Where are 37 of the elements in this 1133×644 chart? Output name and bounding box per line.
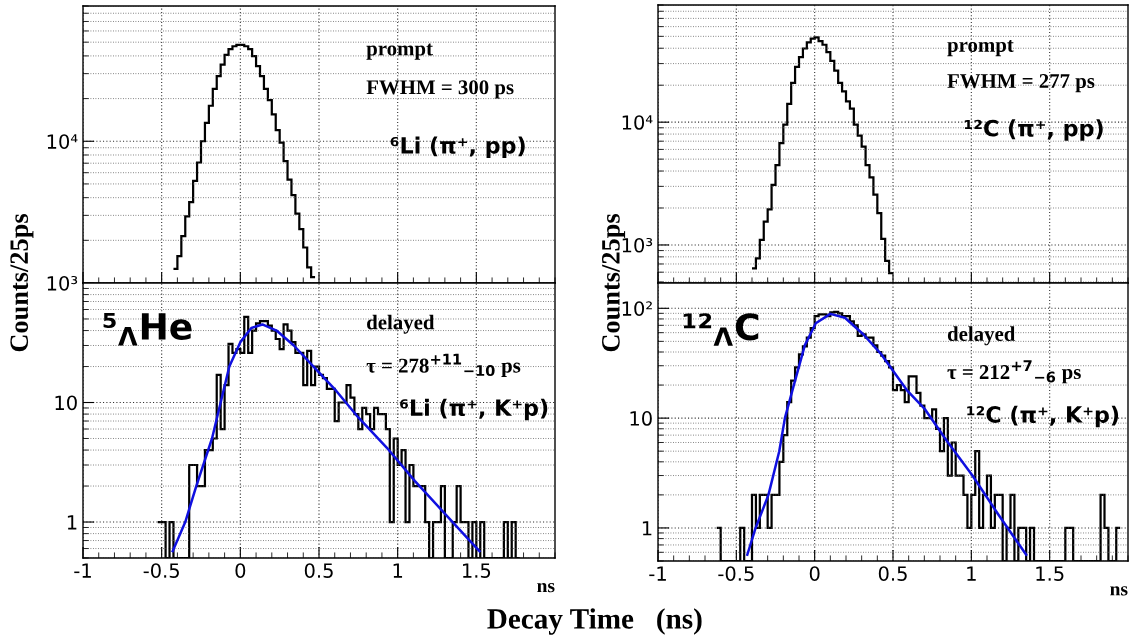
annotation: FWHM = 300 ps [366,80,514,99]
x-tick-label: 0.5 [878,566,907,581]
x-tick-label: 1.5 [1036,566,1064,581]
annotation: ¹²C (π⁺, pp) [964,119,1103,141]
annotation: ¹²C (π⁺, K⁺p) [967,405,1119,428]
x-tick-label: 0.5 [304,563,333,578]
y-tick-label: 10³ [47,275,78,291]
annotation: τ = 212$^{+7}$$_{−6}$ ps [947,360,1081,384]
x-tick-label: 1 [393,563,403,578]
annotation: FWHM = 277 ps [947,74,1095,93]
x-tick-label: 1.5 [463,563,491,578]
annotation: prompt [947,39,1014,57]
x-tick-label: 1 [967,566,976,581]
annotation: ¹²$_{Λ}$C [683,313,759,346]
annotation: τ = 278$^{+11}$$_{−10}$ ps [366,353,521,377]
y-tick-label: 10 [630,411,652,426]
y-tick-label: 10⁴ [622,115,653,130]
x-tick-label: -1 [74,563,91,578]
y-tick-label: 1 [642,521,652,536]
annotation: prompt [366,43,433,60]
annotation: delayed [947,326,1016,346]
x-tick-label: -0.5 [143,563,179,578]
y-tick-label: 1 [67,515,77,530]
x-tick-label: 0 [235,563,246,578]
x-tick-label: -0.5 [718,566,754,581]
x-tick-label: -1 [649,566,666,581]
annotation: ⁶Li (π⁺, K⁺p) [400,398,548,421]
y-axis-title: Counts/25ps [10,213,34,352]
x-axis-title: ns [537,582,555,593]
annotation: delayed [367,314,435,334]
y-tick-label: 10⁴ [47,134,78,149]
text: Decay Time (ns) [487,608,702,635]
y-tick-label: 10 [55,395,77,411]
x-axis-title: ns [1110,586,1128,596]
annotation: ⁶Li (π⁺, pp) [390,136,525,159]
annotation: ⁵$_{Λ}$He [103,312,192,346]
x-tick-label: 0 [809,566,820,581]
